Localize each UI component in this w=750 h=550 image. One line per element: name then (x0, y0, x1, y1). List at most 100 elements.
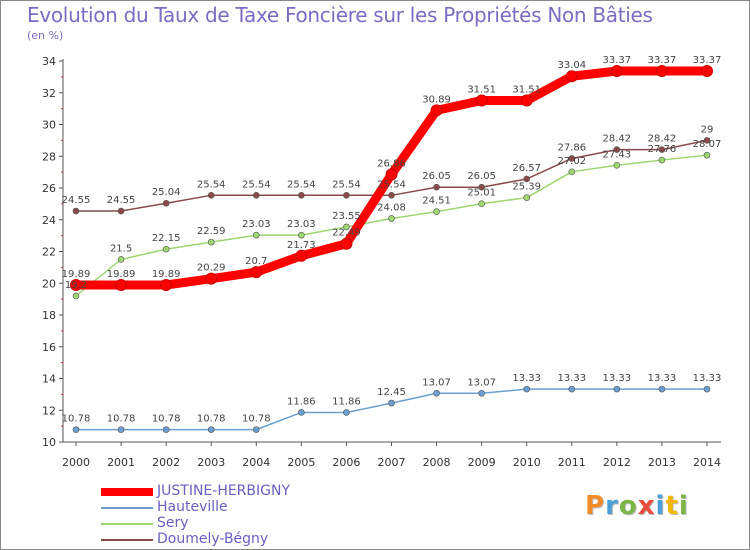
data-label: 24.51 (422, 196, 451, 207)
data-label: 21.73 (287, 240, 316, 251)
legend-label: Sery (157, 515, 189, 531)
data-point (162, 426, 170, 433)
data-point (658, 146, 666, 153)
y-axis-unit-label: (en %) (27, 29, 64, 42)
x-tick-label: 2002 (152, 456, 180, 469)
data-label: 27.02 (557, 156, 586, 167)
data-point (388, 399, 395, 407)
data-label: 13.07 (422, 377, 451, 388)
y-tick-label: 24 (42, 214, 56, 227)
data-label: 27.76 (648, 144, 677, 155)
data-point (70, 278, 82, 291)
x-tick-label: 2010 (513, 456, 541, 469)
y-tick-label: 12 (42, 404, 56, 417)
data-point (117, 207, 125, 215)
data-label: 20.29 (197, 263, 226, 274)
legend-swatch-justine-herbigny (101, 488, 153, 496)
data-point (252, 231, 260, 239)
data-label: 13.33 (693, 373, 722, 384)
data-point (701, 65, 713, 78)
data-point (478, 183, 485, 191)
data-label: 19.2 (65, 280, 87, 291)
data-label: 10.78 (107, 414, 136, 425)
x-tick-label: 2012 (603, 456, 631, 469)
legend-swatch-sery (101, 523, 153, 525)
y-tick-label: 34 (42, 55, 56, 68)
data-label: 13.33 (603, 373, 632, 384)
data-label: 10.78 (62, 414, 91, 425)
data-point (117, 256, 125, 263)
data-point (433, 208, 440, 215)
data-label: 33.37 (648, 55, 677, 66)
data-point (250, 266, 263, 279)
line-chart: 10 12 14 16 18 20 22 24 26 28 30 32 34 2000 2001 2002 20… (42, 55, 722, 469)
x-tick-label: 2013 (648, 456, 676, 469)
data-label: 28.42 (603, 134, 632, 145)
data-label: 24.08 (377, 202, 406, 213)
data-point (703, 151, 711, 159)
data-label: 28.07 (693, 139, 722, 150)
data-label: 19.89 (62, 269, 91, 280)
data-label: 21.5 (110, 243, 132, 254)
data-point (298, 409, 305, 416)
data-point (433, 389, 440, 397)
data-point (207, 426, 215, 433)
data-label: 28.42 (648, 134, 677, 145)
data-point (655, 65, 668, 78)
data-label: 24.55 (107, 195, 136, 206)
data-point (385, 168, 398, 181)
data-label: 22.59 (197, 226, 226, 237)
x-tick-label: 2014 (693, 456, 721, 469)
data-point (207, 192, 215, 199)
data-label: 25.54 (332, 179, 361, 190)
data-label: 27.86 (557, 142, 586, 153)
brand-letter: t (665, 491, 679, 521)
data-point (478, 200, 485, 208)
legend-label: Hauteville (157, 499, 228, 515)
data-label: 25.54 (287, 179, 316, 190)
data-point (388, 215, 395, 222)
data-point (523, 175, 531, 183)
legend-label: Doumely-Bégny (157, 531, 269, 547)
data-label: 26.05 (422, 171, 451, 182)
data-label: 25.04 (152, 187, 181, 198)
data-point (343, 223, 350, 231)
y-tick-label: 30 (42, 119, 56, 132)
data-label: 23.55 (332, 211, 361, 222)
legend-swatch-doumely-begny (101, 539, 153, 541)
x-tick-label: 2000 (62, 456, 90, 469)
data-label: 11.86 (332, 396, 361, 407)
data-point (520, 94, 533, 107)
data-label: 11.86 (287, 396, 316, 407)
data-point (703, 137, 711, 144)
x-tick-label: 2006 (332, 456, 360, 469)
data-point (568, 385, 576, 393)
data-label: 29 (701, 124, 714, 135)
data-point (205, 272, 218, 285)
data-point (72, 426, 80, 433)
data-point (72, 207, 80, 215)
brand-letter: o (618, 491, 638, 521)
legend-label: JUSTINE-HERBIGNY (157, 483, 291, 499)
y-tick-label: 14 (42, 373, 56, 386)
x-tick-label: 2007 (378, 456, 406, 469)
brand-letter: P (585, 491, 606, 521)
y-tick-label: 28 (42, 150, 56, 163)
data-point (610, 65, 623, 78)
brand-letter: x (637, 491, 656, 521)
data-label: 13.33 (648, 373, 677, 384)
data-point (430, 104, 443, 117)
legend-swatch-hauteville (101, 507, 153, 509)
data-label: 33.04 (557, 60, 586, 71)
x-tick-label: 2008 (423, 456, 451, 469)
x-tick-label: 2005 (287, 456, 315, 469)
data-label: 26.86 (377, 158, 406, 169)
data-point (703, 385, 711, 393)
data-label: 26.57 (512, 163, 541, 174)
y-tick-label: 16 (42, 341, 56, 354)
data-point (115, 278, 128, 291)
data-point (162, 199, 170, 207)
x-tick-label: 2004 (242, 456, 270, 469)
data-point (658, 385, 666, 393)
